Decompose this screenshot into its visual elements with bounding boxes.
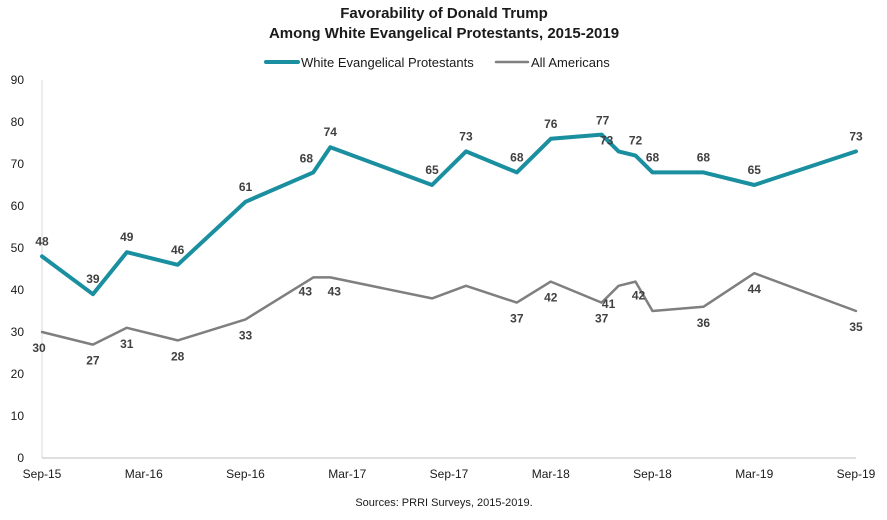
data-label: 76 [544,117,558,131]
data-label: 65 [425,163,439,177]
data-label: 73 [849,129,863,143]
data-label: 42 [544,291,558,305]
y-tick-label: 20 [11,367,25,381]
x-tick-label: Sep-15 [23,467,62,481]
data-label: 68 [697,150,711,164]
data-label: 43 [299,284,313,298]
data-label: 77 [596,114,610,128]
x-tick-label: Mar-19 [735,467,773,481]
data-label: 41 [602,297,616,311]
data-label: 73 [459,129,473,143]
data-label: 74 [324,125,338,139]
series-line-all-americans [40,271,858,346]
y-tick-label: 0 [17,451,24,465]
x-tick-label: Sep-16 [226,467,265,481]
data-label: 65 [748,163,762,177]
data-label: 73 [600,133,614,147]
data-label: 42 [632,289,646,303]
data-label: 49 [120,230,134,244]
legend-label-all-americans: All Americans [531,55,610,70]
x-tick-label: Mar-18 [532,467,570,481]
data-label: 61 [239,180,253,194]
x-tick-label: Mar-16 [125,467,163,481]
y-tick-label: 80 [11,115,25,129]
y-tick-label: 30 [11,325,25,339]
y-axis-ticks: 0 10 20 30 40 50 60 70 80 90 [11,73,25,465]
x-tick-label: Sep-17 [430,467,469,481]
y-tick-label: 60 [11,199,25,213]
x-tick-label: Mar-17 [328,467,366,481]
series-layer [40,132,858,346]
data-label: 68 [300,151,314,165]
x-tick-label: Sep-19 [837,467,876,481]
x-tick-label: Sep-18 [633,467,672,481]
source-note: Sources: PRRI Surveys, 2015-2019. [355,497,532,509]
legend-label-white-evangelical: White Evangelical Protestants [301,55,474,70]
y-tick-label: 10 [11,409,25,423]
data-label: 48 [35,234,49,248]
data-label: 44 [748,282,762,296]
y-tick-label: 40 [11,283,25,297]
data-label: 35 [849,320,863,334]
data-label: 37 [510,312,524,326]
x-axis-ticks: Sep-15 Mar-16 Sep-16 Mar-17 Sep-17 Mar-18 Sep-… [23,467,876,481]
series-line-white-evangelical [40,132,858,297]
data-label: 72 [629,134,643,148]
y-tick-label: 70 [11,157,25,171]
data-label: 36 [697,316,711,330]
data-label: 68 [510,150,524,164]
data-label: 28 [171,349,185,363]
chart-title: Favorability of Donald Trump [340,5,548,22]
data-label: 46 [171,243,185,257]
data-label: 37 [595,312,609,326]
y-tick-label: 90 [11,73,25,87]
legend: White Evangelical Protestants All Americ… [264,55,610,70]
data-label: 30 [32,341,46,355]
data-label: 31 [120,337,134,351]
chart-subtitle: Among White Evangelical Protestants, 201… [269,25,619,42]
data-label: 68 [646,150,660,164]
data-label: 33 [239,328,253,342]
data-label: 39 [86,272,100,286]
data-label: 27 [86,354,100,368]
data-label: 43 [328,284,342,298]
y-tick-label: 50 [11,241,25,255]
